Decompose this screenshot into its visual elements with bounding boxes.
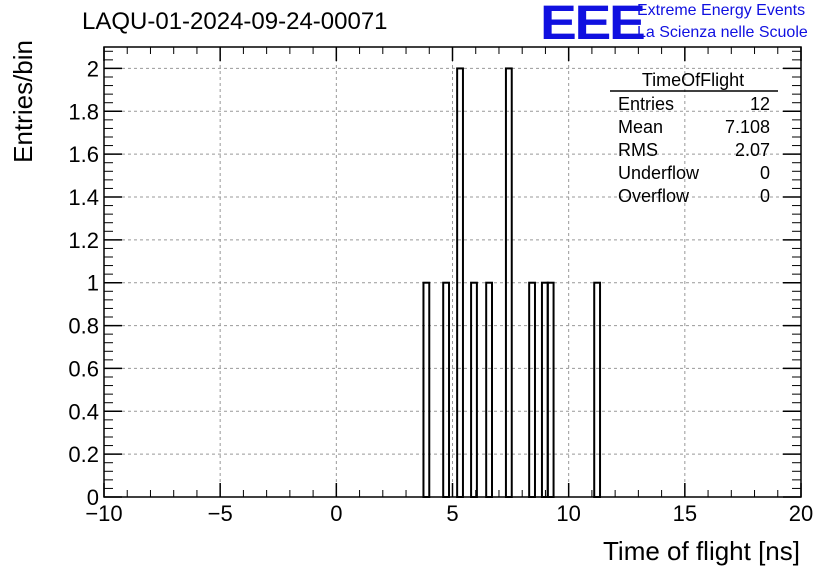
- y-tick-label: 1.4: [68, 185, 99, 210]
- x-tick-label: 20: [789, 501, 813, 526]
- stats-row-label: Overflow: [618, 186, 690, 206]
- stats-row-label: Mean: [618, 117, 663, 137]
- stats-title: TimeOfFlight: [642, 70, 744, 90]
- x-tick-label: −5: [208, 501, 233, 526]
- stats-row-value: 0: [760, 163, 770, 183]
- stats-row-label: Underflow: [618, 163, 700, 183]
- stats-rows: Entries 12 Mean 7.108 RMS 2.07 Underflow 0 Overf…: [618, 94, 770, 206]
- histogram-bar: [528, 281, 536, 499]
- x-tick-label: −10: [85, 501, 122, 526]
- y-tick-label: 0.8: [68, 314, 99, 339]
- y-tick-label: 1.6: [68, 142, 99, 167]
- logo-subtitle-line1: Extreme Energy Events: [637, 2, 806, 19]
- logo-subtitle-line2: La Scienza nelle Scuole: [637, 24, 808, 41]
- eee-logo: EEE: [540, 0, 646, 50]
- stats-box: TimeOfFlight Entries 12 Mean 7.108 RMS 2.07 Un…: [610, 70, 778, 206]
- tick-labels: −10 −5 0 5 10 15 20 0 0.2 0.4 0.6 0.8 1 1.2 1.4 1.6 1.8 2: [68, 56, 813, 526]
- y-tick-label: 0: [87, 485, 99, 510]
- histogram-bar: [485, 281, 493, 499]
- x-tick-label: 15: [673, 501, 697, 526]
- x-tick-label: 5: [446, 501, 458, 526]
- x-axis-label: Time of flight [ns]: [603, 536, 800, 566]
- grid-lines: [104, 47, 801, 497]
- histogram-bar: [546, 281, 555, 499]
- stats-row-value: 7.108: [725, 117, 770, 137]
- stats-row-value: 0: [760, 186, 770, 206]
- histogram-bar: [442, 281, 451, 499]
- y-tick-label: 1.8: [68, 99, 99, 124]
- y-tick-label: 0.6: [68, 356, 99, 381]
- stats-row-label: Entries: [618, 94, 674, 114]
- y-tick-label: 0.4: [68, 399, 99, 424]
- y-tick-label: 1: [87, 271, 99, 296]
- x-tick-label: 10: [556, 501, 580, 526]
- y-axis-label: Entries/bin: [8, 40, 38, 163]
- y-tick-label: 1.2: [68, 228, 99, 253]
- run-title: LAQU-01-2024-09-24-00071: [82, 8, 388, 35]
- histogram-bar: [470, 281, 478, 499]
- y-tick-label: 0.2: [68, 442, 99, 467]
- stats-row-value: 12: [750, 94, 770, 114]
- histogram-bar: [593, 281, 602, 499]
- x-tick-label: 0: [330, 501, 342, 526]
- y-tick-label: 2: [87, 56, 99, 81]
- plot-frame: [103, 46, 802, 498]
- stats-row-value: 2.07: [735, 140, 770, 160]
- stats-row-label: RMS: [618, 140, 658, 160]
- histogram-bar: [422, 281, 431, 499]
